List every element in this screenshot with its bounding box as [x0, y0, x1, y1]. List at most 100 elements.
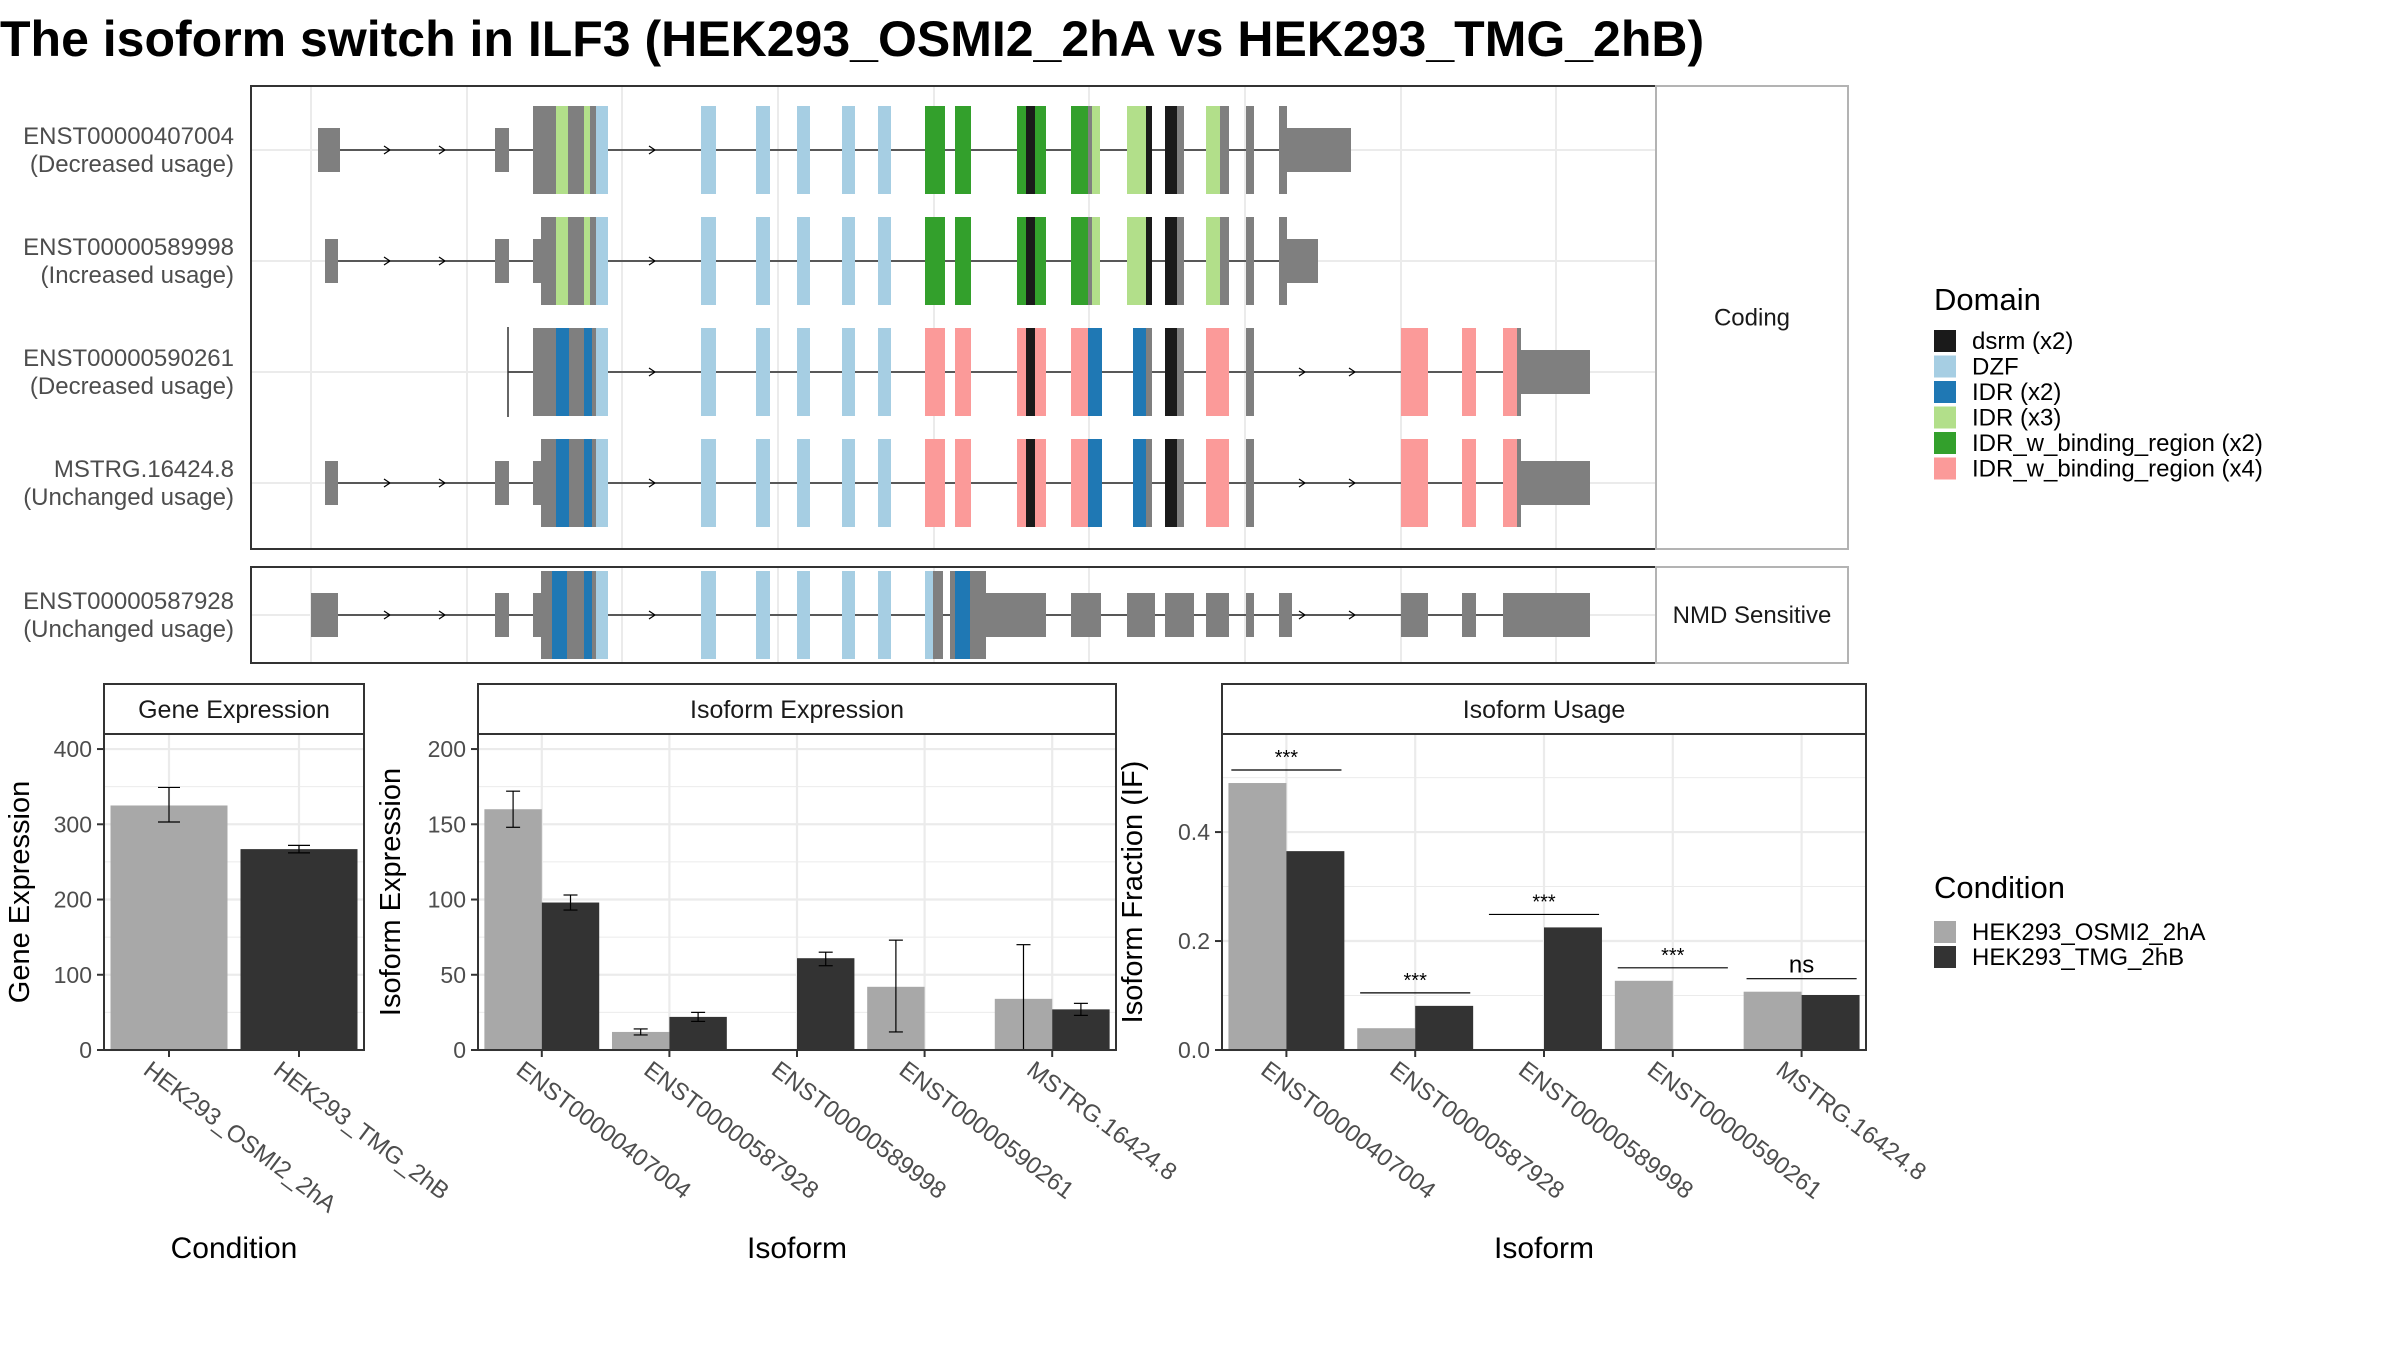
panel-strip — [1221, 683, 1867, 735]
coding-exon — [1246, 328, 1254, 416]
intron-arrow — [438, 256, 447, 266]
coding-exon — [1127, 106, 1146, 194]
domain-legend-key — [1934, 457, 1956, 480]
coding-exon — [797, 217, 810, 305]
coding-exon — [925, 571, 933, 659]
coding-exon — [955, 571, 970, 659]
y-tick-label: 100 — [54, 962, 92, 988]
condition-legend-label: HEK293_OSMI2_2hA — [1972, 919, 2205, 946]
coding-exon — [797, 439, 810, 527]
coding-exon — [1246, 439, 1254, 527]
y-tick-label: 0 — [453, 1037, 466, 1063]
intron-arrow — [1348, 610, 1357, 620]
bar — [1286, 851, 1345, 1050]
coding-exon — [701, 106, 716, 194]
coding-exon — [1246, 106, 1254, 194]
coding-exon — [842, 217, 855, 305]
coding-exon — [878, 106, 891, 194]
coding-exon — [1017, 439, 1026, 527]
coding-exon — [1279, 106, 1287, 194]
panel-border — [103, 733, 365, 1051]
coding-exon — [756, 106, 770, 194]
figure-title: The isoform switch in ILF3 (HEK293_OSMI2… — [0, 11, 1704, 67]
utr-exon — [318, 128, 340, 172]
intron-arrow — [438, 478, 447, 488]
utr-exon — [325, 239, 338, 283]
coding-exon — [592, 439, 596, 527]
condition-legend-key — [1934, 946, 1956, 968]
coding-exon — [1017, 328, 1026, 416]
coding-exon — [1206, 217, 1220, 305]
utr-exon — [495, 593, 509, 637]
coding-exon — [950, 571, 955, 659]
coding-exon — [569, 439, 584, 527]
coding-exon — [842, 328, 855, 416]
coding-exon — [568, 106, 584, 194]
bar — [110, 805, 228, 1050]
condition-legend-key — [1934, 921, 1956, 943]
coding-exon — [584, 439, 592, 527]
panel-strip — [103, 683, 365, 735]
panel-strip — [477, 683, 1117, 735]
bar — [1052, 1009, 1110, 1050]
coding-exon — [970, 571, 986, 659]
coding-exon — [1220, 439, 1229, 527]
intron-arrow — [1298, 367, 1307, 377]
coding-exon — [1017, 106, 1026, 194]
coding-exon — [556, 439, 569, 527]
intron-arrow — [648, 145, 657, 155]
coding-exon — [584, 106, 590, 194]
bar — [611, 1031, 670, 1050]
domain-legend-label: DZF — [1972, 354, 2019, 381]
coding-exon — [701, 217, 716, 305]
bar — [1228, 783, 1287, 1050]
domain-legend-label: IDR (x3) — [1972, 405, 2061, 432]
utr-exon — [533, 593, 541, 637]
coding-exon — [925, 328, 945, 416]
isoform-label-id: ENST00000587928 — [23, 588, 234, 615]
coding-exon — [797, 328, 810, 416]
utr-exon — [1287, 128, 1351, 172]
coding-exon — [701, 328, 716, 416]
coding-exon — [842, 106, 855, 194]
coding-exon — [701, 439, 716, 527]
utr-exon — [1071, 593, 1101, 637]
intron-arrow — [383, 256, 392, 266]
coding-exon — [596, 571, 608, 659]
y-tick-label: 0.0 — [1178, 1037, 1210, 1063]
isoform-label-id: ENST00000407004 — [23, 123, 234, 150]
domain-legend-key — [1934, 330, 1956, 352]
bar — [1614, 980, 1673, 1050]
isoform-expression-panel: Isoform Expression050100150200ENST000004… — [375, 683, 1182, 1265]
coding-exon — [1133, 439, 1146, 527]
coding-exon — [756, 439, 770, 527]
coding-exon — [596, 217, 608, 305]
coding-exon — [878, 217, 891, 305]
coding-exon — [1220, 106, 1229, 194]
strip-coding — [1655, 85, 1849, 550]
y-axis-title: Gene Expression — [4, 781, 36, 1003]
domain-legend-label: IDR (x2) — [1972, 379, 2061, 406]
coding-exon — [1517, 439, 1521, 527]
isoform-label-usage: (Decreased usage) — [30, 373, 234, 400]
bar — [1415, 1005, 1474, 1050]
coding-exon — [1092, 439, 1102, 527]
coding-exon — [1071, 328, 1088, 416]
domain-legend-label: IDR_w_binding_region (x2) — [1972, 430, 2263, 457]
y-tick-label: 300 — [54, 811, 92, 837]
coding-exon — [1071, 439, 1088, 527]
strip-nmd-sensitive — [1655, 566, 1849, 664]
domain-legend-key — [1934, 432, 1956, 454]
isoform-usage-panel: Isoform Usage************ ns0.00.20.4ENST… — [1117, 683, 1931, 1265]
domain-legend-key — [1934, 355, 1956, 378]
isoform-label-usage: (Unchanged usage) — [23, 616, 234, 643]
coding-exon — [1146, 328, 1152, 416]
coding-exon — [1177, 217, 1184, 305]
y-tick-label: 200 — [54, 887, 92, 913]
coding-exon — [1206, 439, 1220, 527]
y-tick-label: 200 — [428, 736, 466, 762]
coding-exon — [878, 571, 891, 659]
coding-exon — [1026, 106, 1035, 194]
